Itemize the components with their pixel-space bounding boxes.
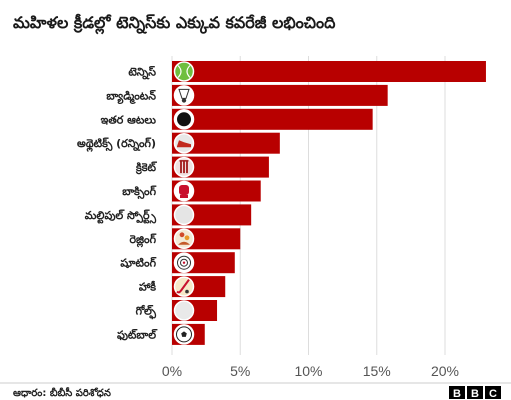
bar bbox=[172, 156, 269, 178]
icons bbox=[173, 61, 195, 345]
golf-ball-icon bbox=[173, 300, 195, 321]
x-tick-label: 0% bbox=[162, 363, 182, 379]
bbc-logo-block bbox=[485, 386, 501, 399]
category-label: అథ్లెటిక్స్ (రన్నింగ్) bbox=[77, 137, 156, 153]
bars bbox=[172, 61, 486, 345]
category-label: షూటింగ్ bbox=[120, 257, 156, 270]
x-tick-label: 10% bbox=[294, 363, 322, 379]
category-label: బాక్సింగ్ bbox=[122, 185, 156, 200]
bar bbox=[172, 61, 486, 82]
bbc-logo-block bbox=[467, 386, 483, 399]
football-icon bbox=[173, 324, 195, 345]
bbc-logo-letter: B bbox=[453, 388, 461, 400]
category-label: బ్యాడ్మింటన్ bbox=[106, 89, 156, 104]
running-shoe-icon bbox=[173, 132, 195, 154]
bbc-logo-letter: C bbox=[489, 388, 497, 400]
category-label: హాకీ bbox=[139, 281, 156, 294]
wrestling-icon bbox=[173, 228, 195, 250]
category-label: క్రికెట్ bbox=[135, 161, 158, 175]
x-tick-label: 20% bbox=[431, 363, 459, 379]
tennis-ball-icon bbox=[173, 61, 195, 82]
bar bbox=[172, 132, 280, 154]
category-label: గోల్ఫ్ bbox=[136, 305, 157, 320]
boxing-glove-icon bbox=[173, 180, 195, 202]
chart-title: మహిళల క్రీడల్లో టెన్నిస్‌కు ఎక్కువ కవరేజ… bbox=[13, 13, 336, 35]
bbc-logo-block bbox=[449, 386, 465, 399]
x-tick-label: 15% bbox=[363, 363, 391, 379]
category-label: రెజ్లింగ్ bbox=[129, 233, 156, 248]
cricket-wicket-icon bbox=[173, 156, 195, 178]
source-note: ఆధారం: బీబీసీ పరిశోధన bbox=[13, 386, 111, 399]
category-label: ఫుట్‌బాల్ bbox=[117, 328, 158, 341]
bar bbox=[172, 180, 261, 202]
category-label: ఇతర ఆటలు bbox=[101, 113, 157, 126]
category-labels: టెన్నిస్ బ్యాడ్మింటన్ ఇతర ఆటలు అథ్లెటిక్స్ … bbox=[77, 66, 158, 342]
x-tick-label: 5% bbox=[230, 363, 250, 379]
shooting-target-icon bbox=[173, 252, 195, 273]
bar bbox=[172, 84, 388, 106]
category-label: మల్టిపుల్ స్పోర్ట్స్ bbox=[85, 209, 157, 225]
hockey-stick-icon bbox=[173, 276, 195, 297]
black-dot-icon bbox=[173, 109, 195, 130]
shuttlecock-icon bbox=[173, 85, 195, 106]
bbc-logo-letter: B bbox=[471, 388, 479, 400]
x-ticks: 0% 5% 10% 15% 20% bbox=[162, 363, 459, 379]
multi-sport-icon bbox=[173, 204, 195, 226]
bar bbox=[172, 108, 373, 130]
category-label: టెన్నిస్ bbox=[128, 66, 156, 80]
